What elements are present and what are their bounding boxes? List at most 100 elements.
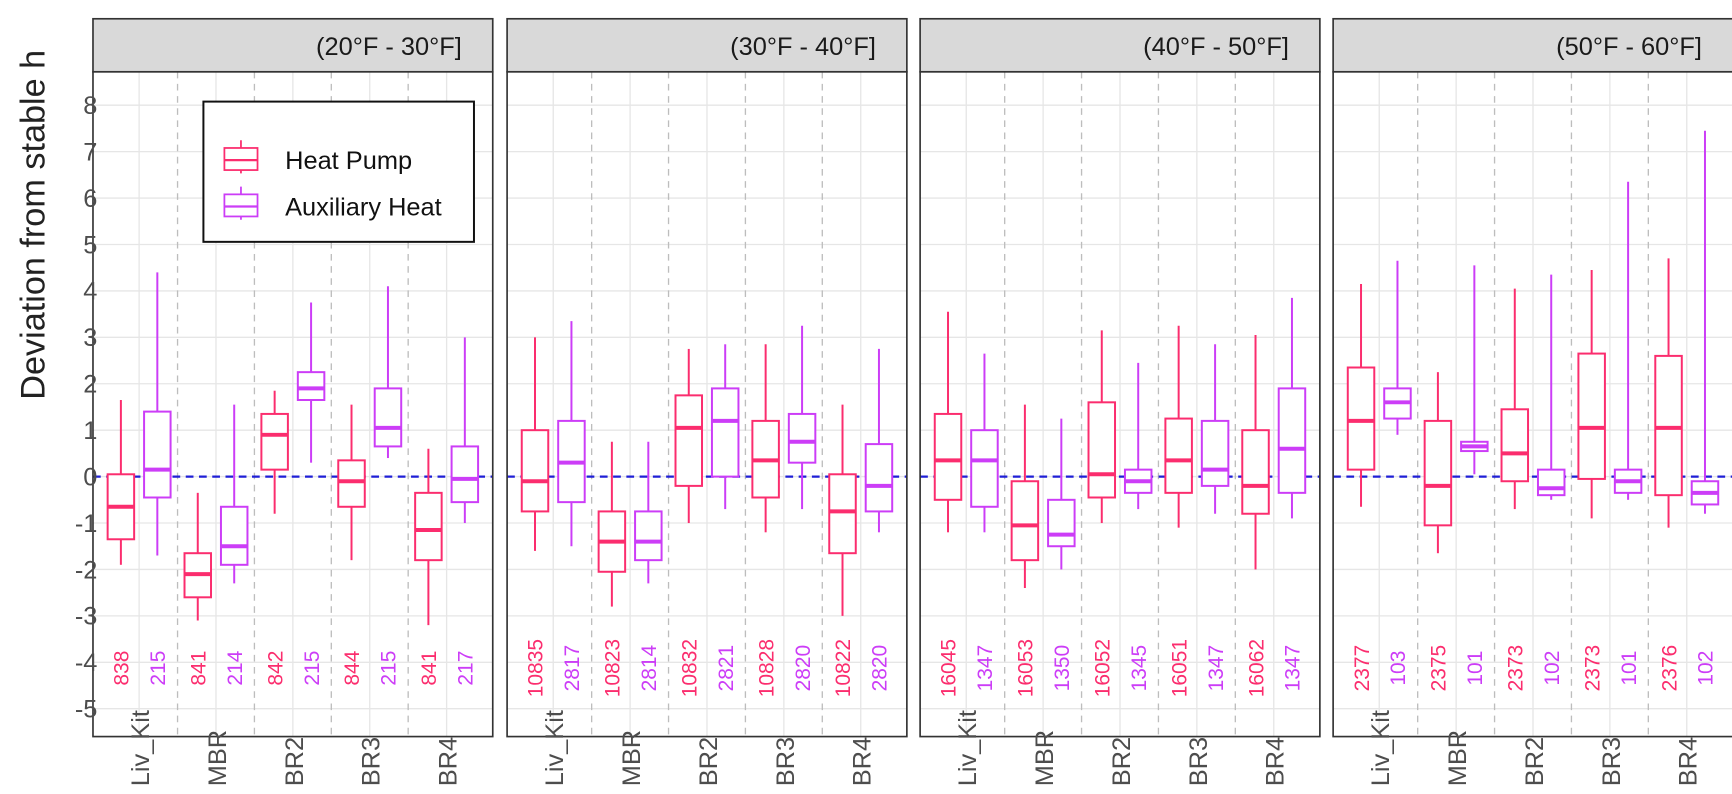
- y-tick-label: 2: [83, 371, 97, 399]
- x-tick-label: BR2: [695, 737, 723, 786]
- count-label: 2820: [869, 645, 892, 692]
- x-tick-label: BR2: [1108, 737, 1136, 786]
- x-tick-label: BR3: [1185, 737, 1213, 786]
- box: [1654, 354, 1683, 497]
- count-label: 1347: [1282, 645, 1305, 692]
- count-label: 2820: [792, 645, 815, 692]
- box: [1047, 498, 1076, 548]
- facet-strip: [1332, 17, 1732, 73]
- count-label: 10828: [755, 639, 778, 697]
- box: [450, 445, 480, 504]
- count-label: 10832: [678, 639, 701, 697]
- count-label: 102: [1695, 651, 1718, 686]
- count-label: 2377: [1351, 645, 1374, 692]
- count-label: 16053: [1015, 639, 1038, 697]
- box: [933, 412, 963, 501]
- y-tick-label: 0: [83, 463, 97, 491]
- facet-title: (20°F - 30°F]: [316, 33, 462, 61]
- box: [1010, 480, 1040, 562]
- facet-title: (50°F - 60°F]: [1556, 33, 1702, 61]
- y-axis-title: Deviation from stable h: [14, 50, 52, 400]
- y-tick-label: 5: [83, 231, 97, 259]
- box: [1536, 468, 1566, 497]
- x-tick-label: BR3: [772, 737, 800, 786]
- box: [828, 473, 857, 555]
- y-tick-label: 1: [83, 417, 97, 445]
- box: [1346, 366, 1376, 471]
- box: [260, 412, 289, 471]
- box: [1577, 352, 1606, 480]
- box: [1277, 387, 1307, 494]
- x-tick-label: Liv_Kit: [541, 710, 569, 786]
- count-label: 215: [378, 651, 401, 686]
- count-label: 2814: [638, 644, 661, 691]
- x-tick-label: BR3: [358, 737, 386, 786]
- x-tick-label: Liv_Kit: [127, 710, 155, 786]
- facet-title: (40°F - 50°F]: [1143, 33, 1289, 61]
- x-tick-label: MBR: [1444, 730, 1472, 786]
- x-tick-label: BR4: [1262, 737, 1290, 786]
- y-tick-label: -4: [75, 649, 98, 677]
- box: [787, 412, 817, 464]
- facet-strip: [919, 17, 1321, 73]
- x-tick-label: MBR: [618, 730, 646, 786]
- x-tick-label: MBR: [204, 730, 232, 786]
- box: [337, 459, 366, 508]
- y-tick-label: 6: [83, 185, 97, 213]
- y-tick-label: 7: [83, 138, 97, 166]
- x-tick-label: Liv_Kit: [1367, 710, 1395, 786]
- count-label: 16051: [1168, 639, 1191, 697]
- box: [219, 505, 249, 566]
- x-tick-label: Liv_Kit: [954, 710, 982, 786]
- count-label: 217: [455, 651, 478, 686]
- box: [1200, 419, 1230, 487]
- count-label: 16062: [1245, 639, 1268, 697]
- facet-title: (30°F - 40°F]: [730, 33, 876, 61]
- count-label: 215: [147, 651, 170, 686]
- count-label: 1350: [1051, 645, 1074, 692]
- box: [296, 371, 326, 401]
- x-tick-label: BR4: [435, 737, 463, 786]
- box: [520, 429, 550, 513]
- x-tick-label: BR2: [281, 737, 309, 786]
- count-label: 2817: [561, 645, 584, 692]
- legend-label: Heat Pump: [285, 147, 412, 175]
- box: [710, 387, 740, 478]
- count-label: 842: [264, 651, 287, 686]
- count-label: 1347: [974, 645, 997, 692]
- x-tick-label: BR4: [849, 737, 877, 786]
- count-label: 10823: [602, 639, 625, 697]
- y-tick-label: 4: [83, 278, 97, 306]
- count-label: 2375: [1428, 645, 1451, 692]
- box: [864, 443, 894, 513]
- facet-strip: [92, 17, 494, 73]
- count-label: 10835: [525, 639, 548, 697]
- count-label: 2373: [1581, 645, 1604, 692]
- box: [970, 429, 999, 508]
- count-label: 102: [1541, 651, 1564, 686]
- count-label: 215: [301, 651, 324, 686]
- box: [1423, 419, 1453, 527]
- count-label: 16052: [1092, 639, 1115, 697]
- box: [373, 387, 403, 448]
- count-label: 10822: [832, 639, 855, 697]
- box: [1164, 417, 1193, 494]
- count-label: 1347: [1205, 645, 1228, 692]
- count-label: 16045: [938, 639, 961, 697]
- count-label: 2821: [715, 645, 738, 692]
- box: [1087, 401, 1117, 499]
- y-tick-label: -5: [75, 696, 98, 724]
- count-label: 841: [187, 651, 210, 686]
- legend-label: Auxiliary Heat: [285, 193, 442, 221]
- legend-box: [202, 100, 475, 243]
- x-tick-label: BR3: [1598, 737, 1626, 786]
- x-tick-label: MBR: [1031, 730, 1059, 786]
- facet-strip: [506, 17, 908, 73]
- box: [143, 410, 172, 499]
- count-label: 841: [418, 651, 441, 686]
- y-tick-label: -2: [75, 556, 98, 584]
- count-label: 214: [224, 650, 247, 685]
- box: [674, 394, 704, 487]
- y-tick-label: -1: [75, 510, 98, 538]
